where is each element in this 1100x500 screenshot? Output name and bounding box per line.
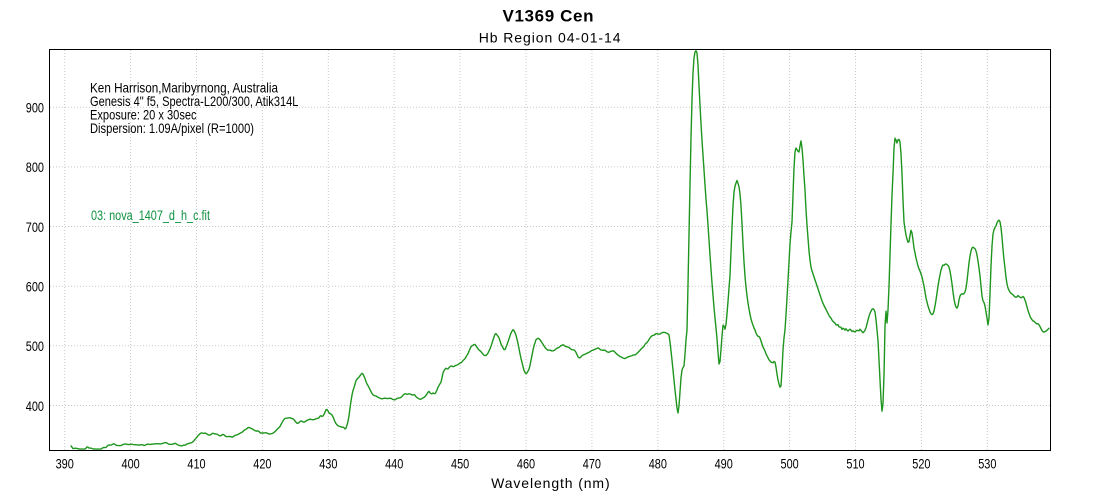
svg-text:440: 440	[385, 456, 403, 472]
svg-text:470: 470	[583, 456, 601, 472]
svg-text:Hb Region 04-01-14: Hb Region 04-01-14	[479, 29, 621, 45]
svg-text:Wavelength (nm): Wavelength (nm)	[491, 475, 610, 491]
svg-text:Genesis 4" f5, Spectra-L200/30: Genesis 4" f5, Spectra-L200/300, Atik314…	[90, 93, 299, 109]
svg-text:460: 460	[517, 456, 535, 472]
svg-text:600: 600	[26, 279, 44, 295]
svg-text:Dispersion: 1.09A/pixel (R=100: Dispersion: 1.09A/pixel (R=1000)	[90, 120, 254, 136]
svg-text:400: 400	[26, 398, 44, 414]
svg-text:700: 700	[26, 219, 44, 235]
svg-text:530: 530	[978, 456, 996, 472]
svg-text:480: 480	[649, 456, 667, 472]
svg-text:900: 900	[26, 100, 44, 116]
svg-text:450: 450	[451, 456, 469, 472]
svg-text:420: 420	[253, 456, 271, 472]
svg-text:400: 400	[122, 456, 140, 472]
svg-text:390: 390	[56, 456, 74, 472]
svg-text:410: 410	[187, 456, 205, 472]
svg-text:500: 500	[781, 456, 799, 472]
svg-text:510: 510	[846, 456, 864, 472]
svg-text:430: 430	[319, 456, 337, 472]
svg-text:V1369 Cen: V1369 Cen	[503, 7, 594, 26]
svg-text:800: 800	[26, 159, 44, 175]
svg-text:Exposure: 20 x 30sec: Exposure: 20 x 30sec	[90, 107, 197, 123]
svg-text:490: 490	[715, 456, 733, 472]
svg-text:500: 500	[26, 338, 44, 354]
svg-text:520: 520	[912, 456, 930, 472]
svg-text:Ken Harrison,Maribyrnong, Aust: Ken Harrison,Maribyrnong, Australia	[90, 80, 278, 96]
svg-text:03: nova_1407_d_h_c.fit: 03: nova_1407_d_h_c.fit	[91, 207, 210, 223]
